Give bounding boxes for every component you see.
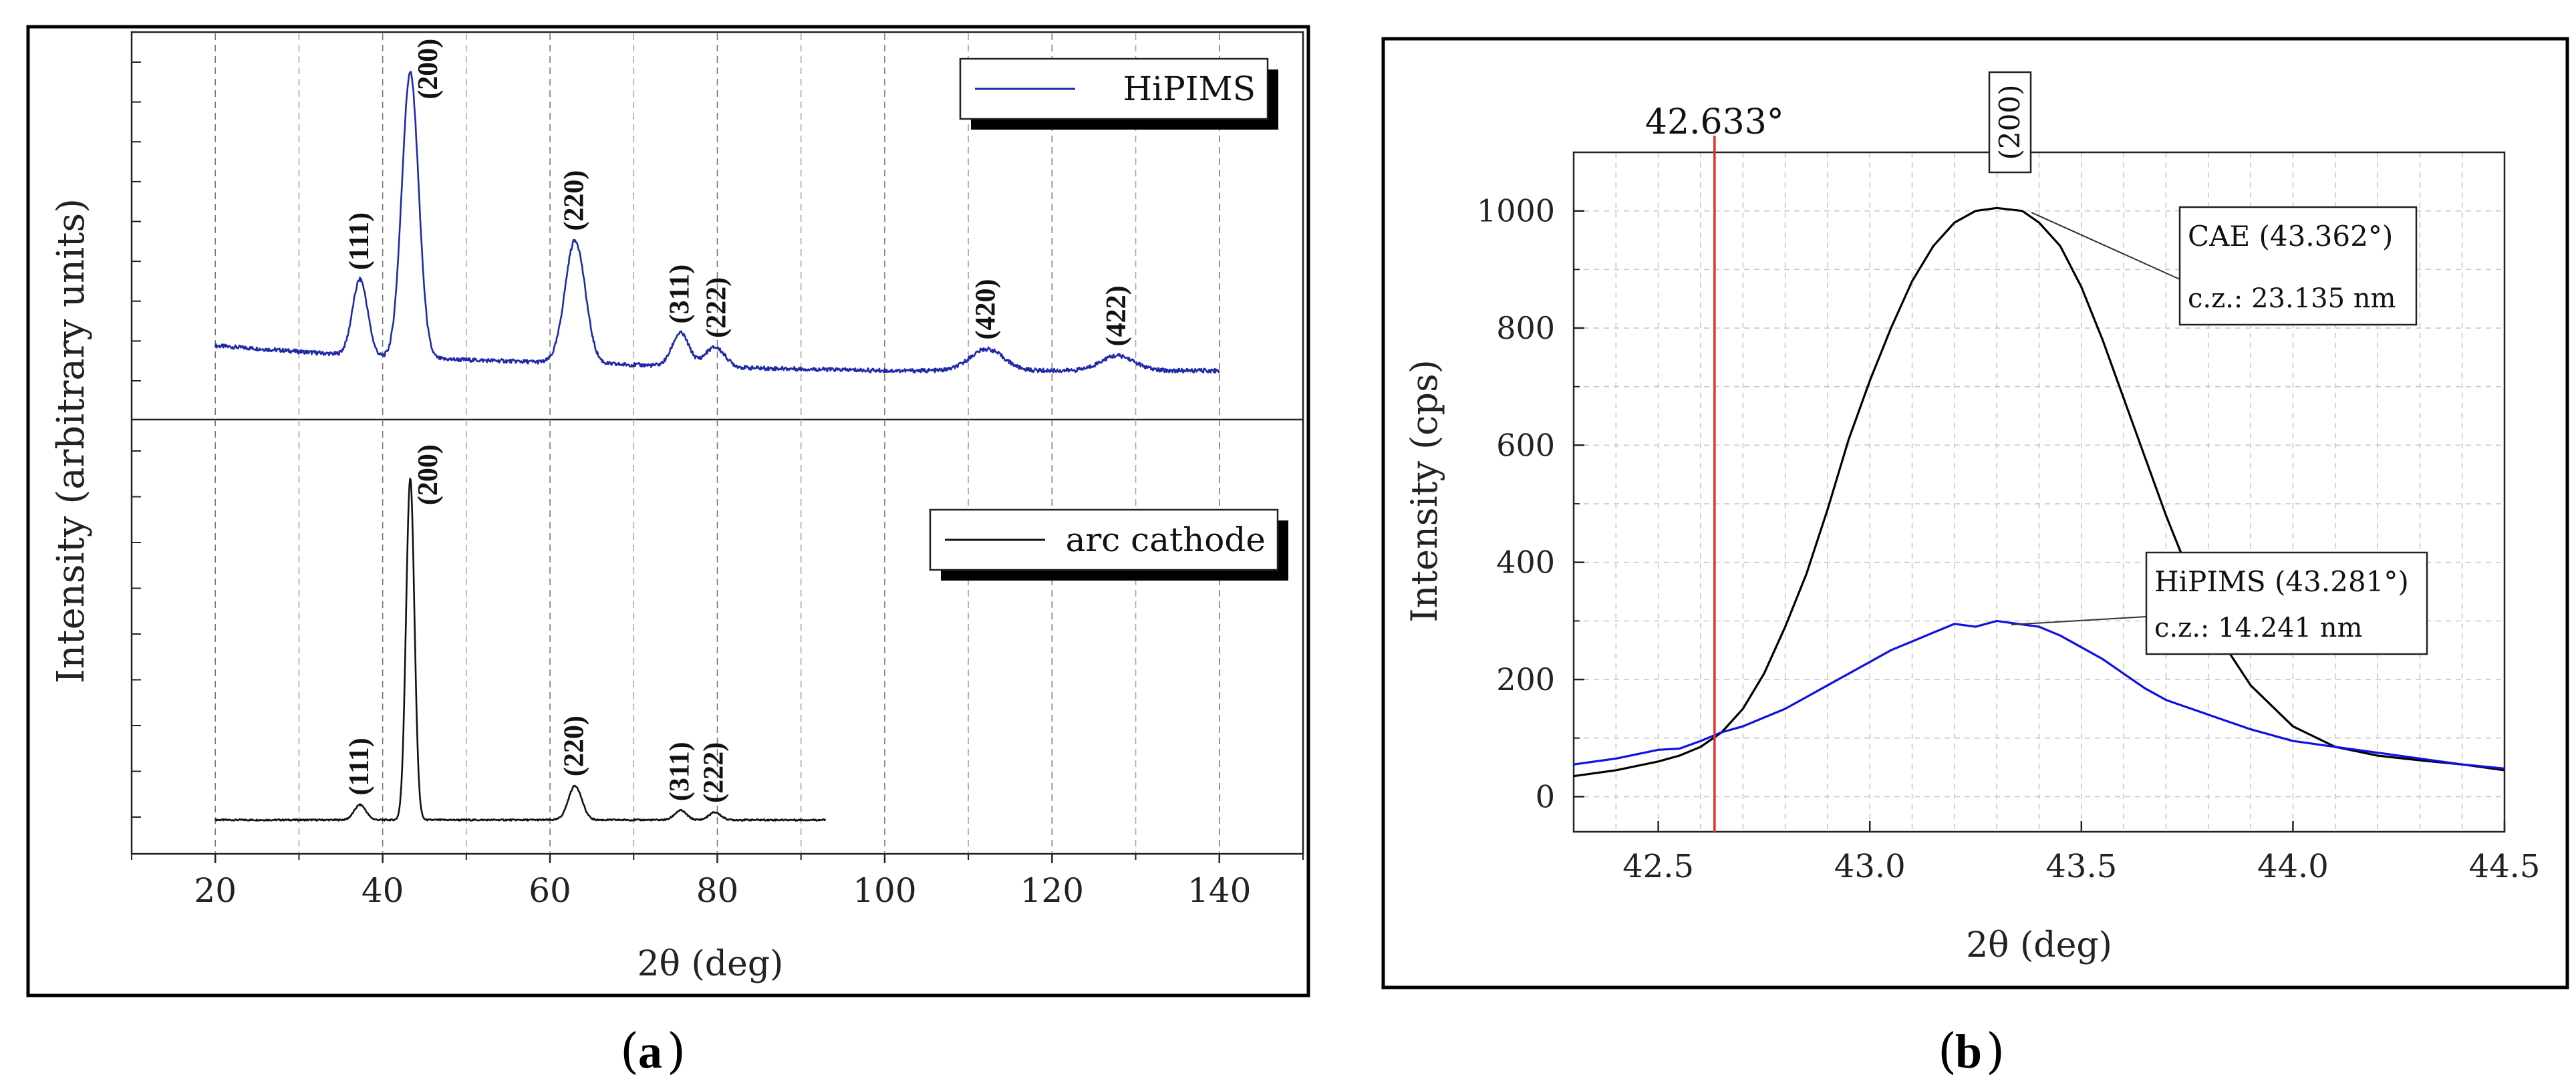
x-axis-label-b: 2θ (deg) bbox=[1966, 925, 2112, 965]
x-tick-label-a: 20 bbox=[194, 871, 237, 910]
peak-label: (420) bbox=[971, 279, 1002, 339]
panel-label-b: b bbox=[1955, 1025, 1982, 1078]
panel-a: 20 40 60 80 100 120 140 2θ (deg) Intensity (arbi… bbox=[26, 25, 1310, 1079]
annotation-peak: HiPIMS (43.281°) bbox=[2154, 565, 2409, 598]
y-tick-label-b: 400 bbox=[1496, 544, 1555, 581]
peak-label: (422) bbox=[1101, 285, 1132, 346]
y-tick-label-b: 200 bbox=[1496, 661, 1555, 697]
peak-label: (111) bbox=[344, 212, 375, 270]
x-tick-label-b: 42.5 bbox=[1622, 848, 1694, 885]
annotation-leader bbox=[2031, 212, 2180, 280]
peak-label: (222) bbox=[702, 277, 732, 338]
series-line-arc bbox=[214, 478, 827, 822]
peak-box bbox=[1988, 71, 2032, 174]
peak-box-label: (200) bbox=[1993, 85, 2026, 160]
peak-label: (222) bbox=[699, 742, 730, 803]
x-tick-label-a: 100 bbox=[853, 871, 916, 910]
x-tick-label-a: 40 bbox=[362, 871, 404, 910]
y-tick-label-b: 1000 bbox=[1477, 193, 1555, 229]
reference-line-label: 42.633° bbox=[1645, 102, 1784, 142]
panel-label-a: a bbox=[638, 1025, 662, 1078]
x-tick-label-a: 120 bbox=[1020, 871, 1084, 910]
series-line-hipims bbox=[1573, 619, 2505, 770]
peak-label: (311) bbox=[664, 742, 695, 801]
peak-label: (111) bbox=[344, 738, 375, 795]
panel-b: 42.5 43.0 43.5 44.0 44.5 0 200 400 600 800 1000 2θ … bbox=[1381, 37, 2569, 1079]
peak-label: (220) bbox=[559, 716, 590, 776]
plot-b-frame bbox=[1572, 151, 2506, 833]
peak-label: (311) bbox=[664, 265, 695, 324]
x-tick-label-a: 60 bbox=[529, 871, 571, 910]
y-tick-label-b: 800 bbox=[1496, 310, 1555, 346]
x-tick-label-b: 44.0 bbox=[2257, 848, 2329, 885]
panel-label-paren: ) bbox=[667, 1023, 686, 1079]
peak-label: (220) bbox=[559, 170, 590, 231]
panel-label-paren: ) bbox=[1986, 1023, 2005, 1079]
annotation-box bbox=[2178, 206, 2418, 326]
x-tick-label-b: 44.5 bbox=[2469, 848, 2541, 885]
y-axis-label-a: Intensity (arbitrary units) bbox=[49, 198, 93, 683]
series-line-cae bbox=[1573, 206, 2505, 778]
x-tick-label-a: 140 bbox=[1187, 871, 1251, 910]
panel-b-frame bbox=[1381, 37, 2569, 989]
annotation-peak: CAE (43.362°) bbox=[2188, 220, 2393, 253]
y-tick-label-b: 0 bbox=[1536, 778, 1555, 814]
panel-a-frame bbox=[26, 25, 1310, 997]
annotation-crystallite: c.z.: 14.241 nm bbox=[2154, 613, 2362, 643]
x-tick-label-a: 80 bbox=[696, 871, 739, 910]
y-tick-label-b: 600 bbox=[1496, 427, 1555, 463]
annotation-crystallite: c.z.: 23.135 nm bbox=[2188, 283, 2396, 314]
y-axis-label-b: Intensity (cps) bbox=[1403, 359, 1445, 623]
x-axis-label-a: 2θ (deg) bbox=[637, 944, 784, 984]
legend-label: arc cathode bbox=[1066, 520, 1266, 559]
panel-label-paren: ( bbox=[620, 1023, 639, 1079]
annotation-leader bbox=[2011, 616, 2147, 625]
series-line-hipims bbox=[214, 70, 1220, 373]
x-tick-label-b: 43.0 bbox=[1834, 848, 1906, 885]
peak-label: (200) bbox=[413, 39, 444, 100]
peak-label: (200) bbox=[413, 444, 444, 505]
annotation-box bbox=[2145, 551, 2428, 655]
legend-label: HiPIMS bbox=[1123, 69, 1256, 108]
panel-label-paren: ( bbox=[1938, 1023, 1957, 1079]
x-tick-label-b: 43.5 bbox=[2045, 848, 2117, 885]
